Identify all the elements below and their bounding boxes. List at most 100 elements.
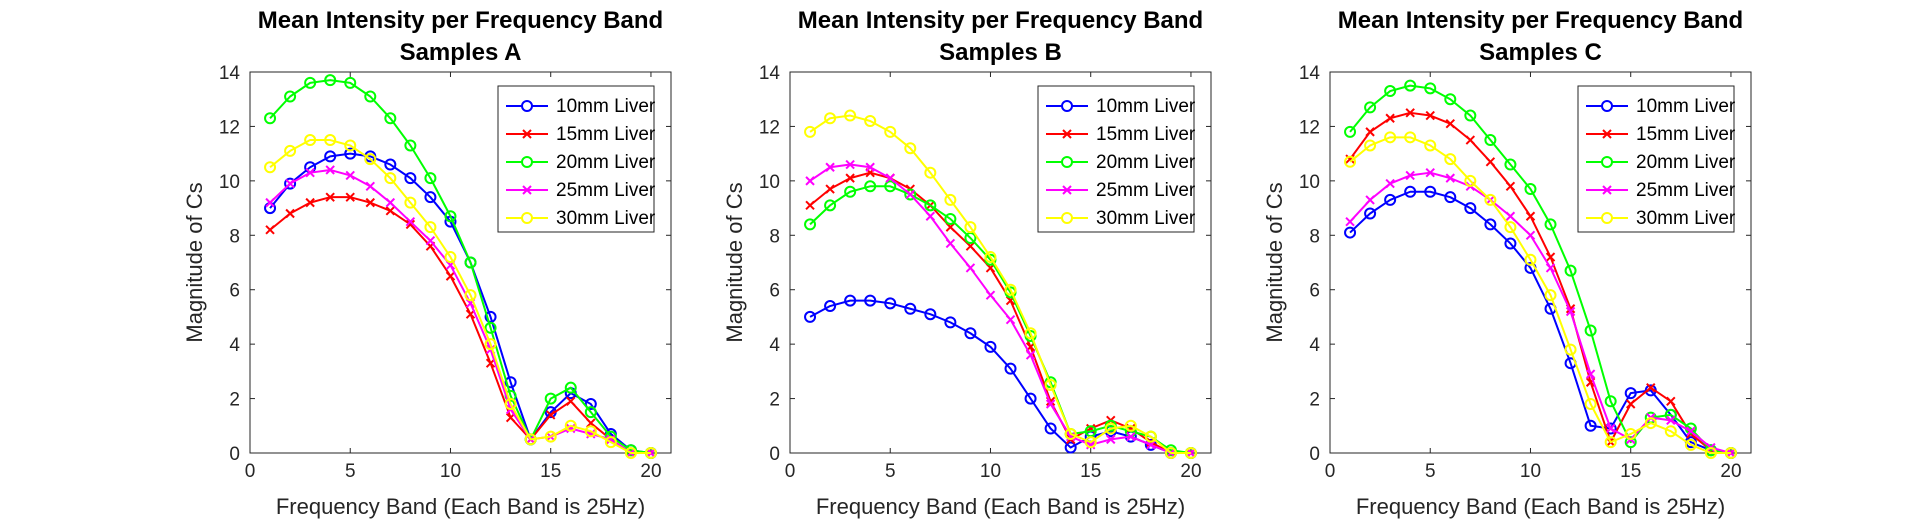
data-point-stroke (1545, 263, 1556, 273)
data-point (1605, 423, 1616, 434)
data-point-stroke (925, 211, 936, 221)
data-point-stroke (365, 181, 375, 192)
chart-title: Mean Intensity per Frequency Band (258, 7, 663, 34)
data-point-stroke (1505, 211, 1516, 221)
legend-item: 10mm Liver (1586, 96, 1736, 117)
data-point-stroke (1045, 399, 1056, 409)
data-point (305, 167, 315, 178)
data-point (1424, 185, 1437, 198)
data-point (1064, 441, 1077, 454)
data-point (1184, 447, 1197, 459)
data-point-stroke (1425, 167, 1435, 178)
data-point-stroke (1146, 440, 1156, 450)
data-point (1565, 306, 1576, 317)
data-point (365, 197, 375, 208)
data-point (284, 90, 297, 103)
data-point (1024, 327, 1037, 340)
data-point (1504, 221, 1517, 234)
data-point-stroke (586, 418, 596, 428)
data-point-stroke (586, 429, 596, 439)
data-point (825, 184, 835, 194)
x-tick-label: 10 (440, 461, 461, 482)
data-point-stroke (1425, 110, 1435, 121)
y-tick-label: 8 (229, 226, 240, 247)
data-point-stroke (1666, 396, 1676, 406)
y-tick-label: 10 (1299, 172, 1320, 193)
data-point (1444, 153, 1457, 166)
data-point (985, 290, 996, 300)
data-point-stroke (1565, 306, 1576, 317)
data-point-stroke (445, 271, 456, 281)
legend-label: 30mm Liver (1636, 208, 1736, 229)
data-point (944, 316, 957, 329)
data-point (1585, 369, 1596, 379)
legend-marker (1062, 129, 1072, 139)
legend-item: 20mm Liver (1046, 152, 1196, 173)
data-point (845, 173, 855, 183)
data-point-stroke (606, 434, 616, 445)
y-tick-label: 6 (1309, 281, 1320, 302)
data-point (405, 216, 416, 227)
y-tick-label: 4 (1309, 335, 1320, 356)
data-point (1484, 218, 1497, 231)
chart-panel-2: Mean Intensity per Frequency Band Samples… (722, 7, 1212, 519)
legend-item: 10mm Liver (1046, 96, 1196, 117)
series-30mm-liver (804, 109, 1197, 459)
y-tick-label: 14 (1299, 63, 1321, 84)
y-tick-label: 6 (229, 281, 240, 302)
chart-subtitle: Samples B (939, 39, 1062, 66)
data-point (1364, 101, 1377, 114)
x-tick-label: 5 (345, 461, 356, 482)
data-point (844, 185, 857, 198)
data-point (1064, 427, 1077, 440)
data-point (1084, 436, 1097, 449)
data-point (1344, 125, 1357, 138)
data-point (944, 212, 957, 225)
y-axis-label: Magnitude of Cs (1262, 182, 1287, 342)
data-point (284, 177, 297, 190)
data-point-stroke (825, 184, 835, 194)
data-point (464, 256, 477, 269)
data-point (1604, 436, 1617, 449)
data-point (404, 139, 417, 152)
legend-label: 20mm Liver (1636, 152, 1736, 173)
data-point (584, 425, 597, 438)
data-point (844, 109, 857, 122)
legend-item: 30mm Liver (1586, 208, 1736, 229)
y-tick-label: 4 (769, 335, 780, 356)
data-point (1525, 211, 1536, 221)
data-point-stroke (1086, 440, 1096, 450)
legend-item: 30mm Liver (1046, 208, 1196, 229)
legend-item: 15mm Liver (1046, 124, 1196, 145)
data-point (586, 418, 596, 428)
chart-title: Mean Intensity per Frequency Band (798, 7, 1203, 34)
series-line (1349, 171, 1732, 454)
legend: 10mm Liver 15mm Liver 20mm Liver 25mm Liver… (1037, 85, 1196, 233)
x-tick-label: 15 (1620, 461, 1641, 482)
data-point (404, 196, 417, 209)
legend-marker (1062, 185, 1072, 195)
data-point (564, 419, 577, 432)
data-point-stroke (385, 197, 396, 208)
data-point (1444, 191, 1457, 204)
data-point (1464, 174, 1477, 187)
y-tick-label: 12 (759, 117, 780, 138)
data-point (424, 221, 437, 234)
data-point (1524, 253, 1537, 266)
data-point (1464, 109, 1477, 122)
data-point-stroke (1106, 434, 1116, 445)
series-30mm-liver (1344, 131, 1737, 459)
legend-item: 20mm Liver (1586, 152, 1736, 173)
data-point (584, 406, 597, 419)
data-point (1524, 183, 1537, 196)
data-point (945, 238, 956, 249)
data-point-stroke (1126, 431, 1136, 442)
series-line (269, 139, 651, 454)
legend-label: 10mm Liver (1096, 96, 1196, 117)
legend-label: 20mm Liver (556, 152, 656, 173)
data-point (1004, 283, 1017, 296)
data-point-stroke (405, 216, 416, 227)
series-line (269, 168, 651, 454)
data-point-stroke (845, 173, 855, 183)
data-point (984, 340, 997, 353)
